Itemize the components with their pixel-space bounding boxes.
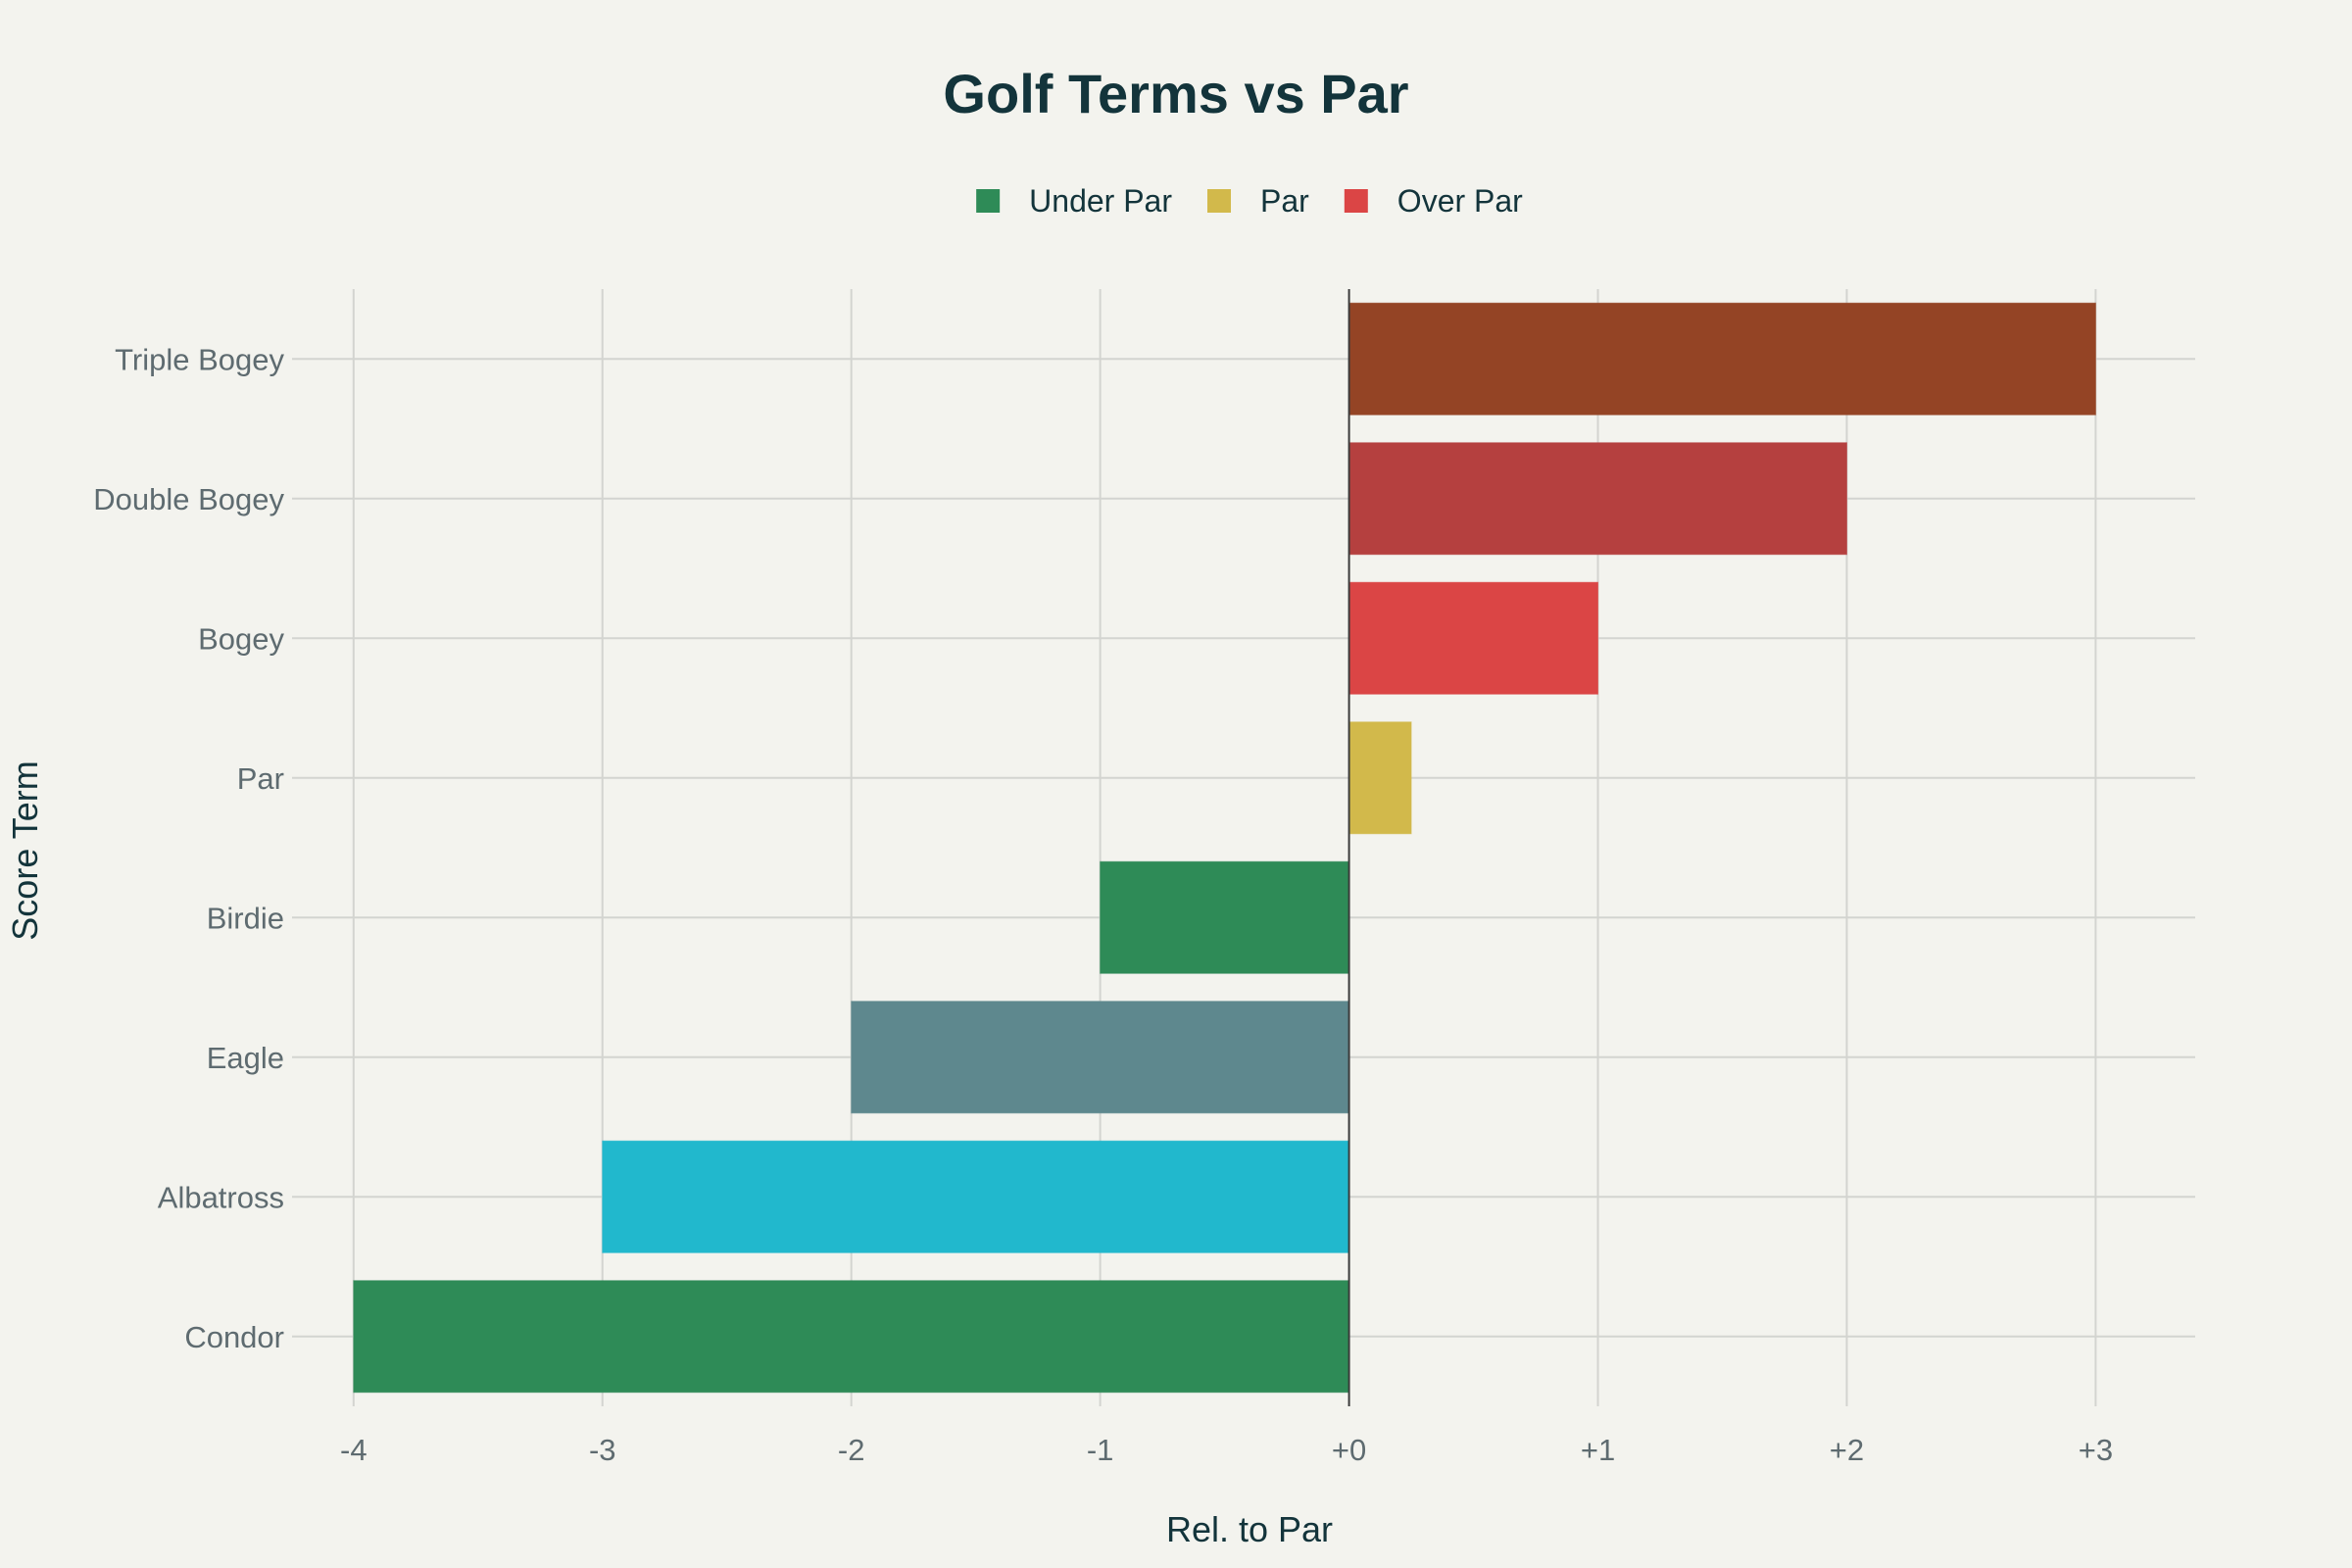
bar-par — [1348, 721, 1412, 835]
x-tick-label: +2 — [1830, 1433, 1864, 1467]
x-tick-label: +1 — [1581, 1433, 1615, 1467]
legend-swatch-under-par — [976, 189, 1001, 213]
bars — [353, 289, 2096, 1406]
bar-albatross — [602, 1140, 1350, 1253]
legend-label-over-par: Over Par — [1397, 183, 1523, 219]
y-tick-label-par: Par — [237, 761, 284, 796]
x-tick-label: -3 — [589, 1433, 616, 1467]
y-axis-title: Score Term — [5, 760, 45, 940]
x-tick-label: -1 — [1087, 1433, 1114, 1467]
y-tick-label-albatross: Albatross — [158, 1180, 284, 1214]
bar-bogey — [1348, 581, 1599, 695]
bar-double-bogey — [1348, 442, 1847, 556]
y-tick-label-double-bogey: Double Bogey — [93, 482, 284, 516]
y-tick-label-eagle: Eagle — [207, 1041, 284, 1075]
x-tick-label: +3 — [2079, 1433, 2113, 1467]
legend-swatch-over-par — [1344, 189, 1368, 213]
chart-title: Golf Terms vs Par — [943, 63, 1408, 124]
x-tick-label: -2 — [838, 1433, 865, 1467]
y-tick-label-triple-bogey: Triple Bogey — [115, 342, 284, 376]
bar-birdie — [1100, 860, 1350, 974]
bar-eagle — [851, 1001, 1350, 1114]
y-tick-label-birdie: Birdie — [207, 901, 284, 935]
bar-condor — [353, 1280, 1350, 1394]
legend-label-par: Par — [1260, 183, 1309, 219]
x-axis-title: Rel. to Par — [1166, 1509, 1333, 1549]
y-tick-label-condor: Condor — [184, 1320, 284, 1354]
bar-triple-bogey — [1348, 302, 2096, 416]
x-tick-label: -4 — [340, 1433, 368, 1467]
legend-label-under-par: Under Par — [1029, 183, 1172, 219]
legend-swatch-par — [1207, 189, 1232, 213]
x-tick-labels: -4 -3 -2 -1 +0 +1 +2 +3 — [340, 1433, 2113, 1467]
y-tick-label-bogey: Bogey — [198, 621, 284, 656]
legend: Under Par Par Over Par — [976, 183, 1523, 219]
x-tick-label: +0 — [1332, 1433, 1366, 1467]
y-tick-labels: Condor Albatross Eagle Birdie Par Bogey Double… — [93, 342, 284, 1354]
